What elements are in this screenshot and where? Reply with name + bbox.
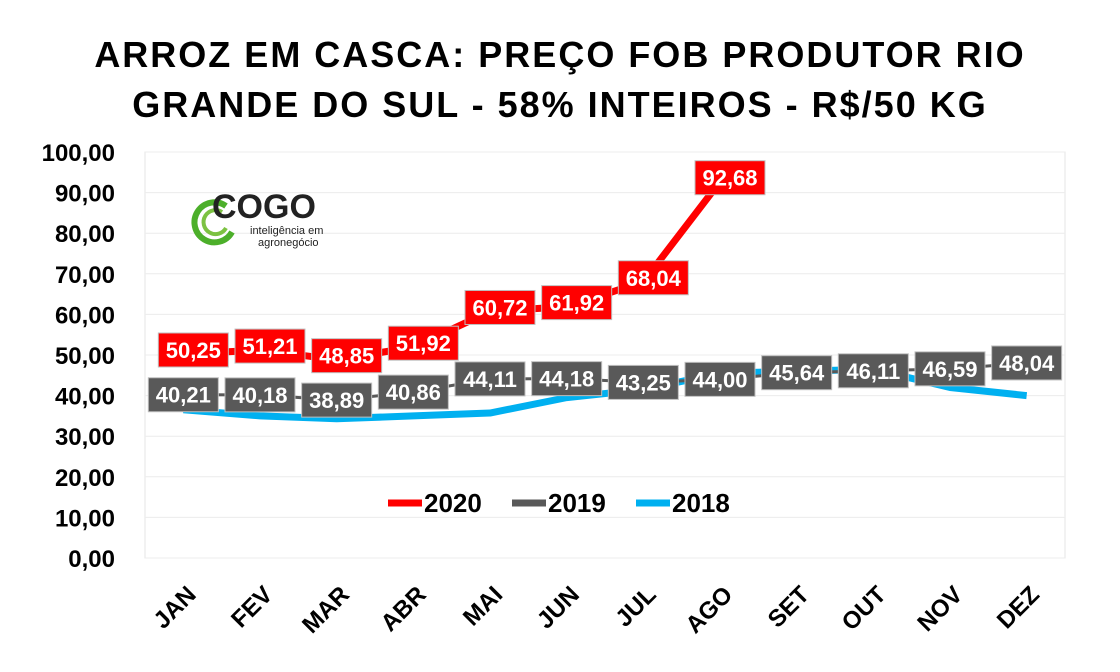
data-label-2019: 46,11	[846, 359, 900, 384]
data-label-box-2020	[311, 338, 383, 374]
data-label-2019: 43,25	[616, 370, 671, 395]
data-label-2019: 46,59	[922, 357, 977, 382]
x-tick-label: OUT	[837, 581, 892, 636]
data-label-box-2019	[301, 382, 373, 418]
data-label-box-2020	[464, 289, 536, 325]
chart-title-line-2: GRANDE DO SUL - 58% INTEIROS - R$/50 KG	[132, 84, 988, 125]
data-label-2019: 38,89	[309, 388, 364, 413]
data-label-2020: 48,85	[319, 344, 374, 369]
logo-brand: COGO	[212, 188, 316, 226]
data-label-box-2019	[684, 361, 756, 397]
data-label-box-2019	[531, 361, 603, 397]
x-tick-label: MAI	[458, 581, 508, 631]
legend-label-2020: 2020	[424, 488, 482, 518]
logo-tagline-2: agronegócio	[258, 237, 319, 249]
data-label-box-2019	[914, 351, 986, 387]
chart-title: ARROZ EM CASCA: PREÇO FOB PRODUTOR RIO G…	[0, 30, 1120, 130]
data-label-2019: 40,86	[386, 380, 441, 405]
x-tick-label: NOV	[912, 581, 968, 637]
x-tick-label: FEV	[226, 581, 278, 633]
data-label-box-2020	[541, 285, 613, 321]
x-tick-label: JUN	[532, 581, 585, 634]
legend-label-2018: 2018	[672, 488, 730, 518]
data-label-box-2019	[377, 374, 449, 410]
data-label-box-2019	[837, 353, 909, 389]
data-label-box-2020	[234, 328, 306, 364]
logo-tagline-1: inteligência em	[250, 225, 323, 237]
data-label-2019: 44,00	[692, 367, 747, 392]
cogo-logo: COGO inteligência em agronegócio	[191, 188, 323, 249]
data-label-2020: 60,72	[472, 295, 527, 320]
data-label-2019: 40,21	[156, 383, 211, 408]
data-label-2019: 44,18	[539, 367, 594, 392]
data-label-2019: 48,04	[999, 351, 1055, 376]
data-label-box-2019	[147, 377, 219, 413]
data-label-box-2020	[157, 332, 229, 368]
y-tick-label: 10,00	[55, 505, 115, 532]
data-label-2020: 92,68	[702, 166, 757, 191]
x-tick-label: ABR	[376, 581, 432, 637]
y-tick-label: 60,00	[55, 302, 115, 329]
y-tick-label: 0,00	[68, 546, 115, 573]
data-label-2020: 51,21	[242, 334, 297, 359]
data-label-box-2020	[617, 260, 689, 296]
x-tick-label: JAN	[149, 581, 202, 634]
data-label-2019: 45,64	[769, 361, 825, 386]
data-label-box-2020	[387, 325, 459, 361]
x-tick-label: AGO	[680, 581, 738, 639]
x-tick-label: SET	[763, 581, 815, 633]
data-label-box-2019	[454, 361, 526, 397]
data-label-box-2020	[694, 160, 766, 196]
data-label-2020: 61,92	[549, 291, 604, 316]
y-tick-label: 50,00	[55, 343, 115, 370]
data-label-2019: 44,11	[463, 367, 517, 392]
y-tick-label: 20,00	[55, 465, 115, 492]
data-label-box-2019	[224, 377, 296, 413]
data-label-2020: 50,25	[166, 338, 221, 363]
x-tick-label: MAR	[297, 581, 355, 639]
y-tick-label: 30,00	[55, 424, 115, 451]
x-tick-label: DEZ	[992, 581, 1045, 634]
y-tick-label: 90,00	[55, 181, 115, 208]
legend-label-2019: 2019	[548, 488, 606, 518]
y-tick-label: 40,00	[55, 384, 115, 411]
y-tick-label: 100,00	[42, 140, 115, 167]
data-label-box-2019	[607, 364, 679, 400]
data-label-2020: 51,92	[396, 331, 451, 356]
x-tick-label: JUL	[610, 581, 661, 632]
data-label-box-2019	[761, 355, 833, 391]
y-tick-label: 80,00	[55, 221, 115, 248]
data-label-2020: 68,04	[626, 266, 682, 291]
data-label-2019: 40,18	[232, 383, 287, 408]
y-tick-label: 70,00	[55, 262, 115, 289]
chart-title-line-1: ARROZ EM CASCA: PREÇO FOB PRODUTOR RIO	[94, 34, 1026, 75]
data-label-box-2019	[991, 345, 1063, 381]
